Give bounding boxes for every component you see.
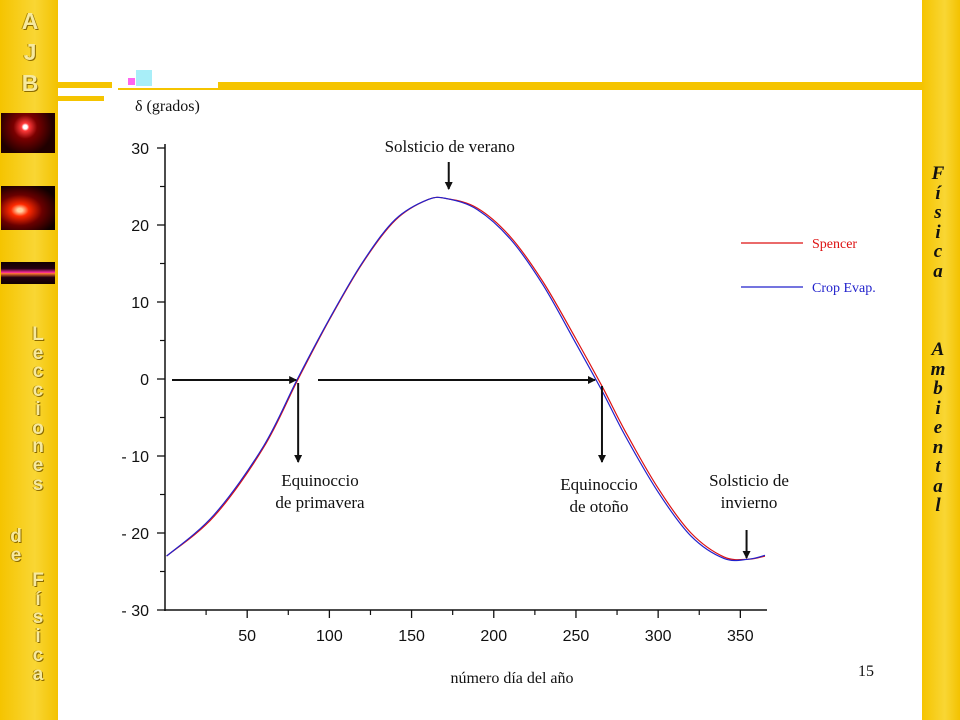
y-tick-label: 10 [131, 295, 149, 312]
autumn-equinox-label: de otoño [569, 497, 628, 516]
decoration-bar-right [218, 82, 922, 90]
lecciones-letter: c [32, 361, 44, 383]
ambiental-right-letter: m [930, 358, 946, 380]
ambiental-right-letter: n [932, 436, 944, 458]
ambiental-right-letter: a [933, 475, 943, 497]
lecciones-letter: e [32, 454, 44, 476]
de-letter: e [10, 544, 22, 566]
page-number: 15 [858, 663, 874, 680]
ambiental-right-letter: b [933, 378, 943, 399]
autumn-equinox-label: Equinoccio [560, 475, 637, 494]
lecciones-letter: n [32, 436, 44, 458]
fisica-left-letter: a [32, 663, 44, 685]
y-tick-label: 30 [131, 141, 149, 158]
fisica-right-letter: a [933, 260, 943, 282]
series-line-spencer [166, 196, 766, 561]
decoration-square-magenta [128, 78, 135, 85]
y-tick-label: 0 [140, 372, 149, 389]
legend-label: Crop Evap. [812, 281, 876, 296]
ambiental-right-letter: i [935, 397, 941, 419]
fisica-right-letter: s [934, 202, 942, 223]
winter-solstice-label: Solsticio de [709, 471, 789, 490]
fisica-left-letter: c [32, 644, 44, 666]
fisica-right-letter: i [935, 221, 941, 243]
decoration-thin-line [118, 88, 218, 90]
fisica-left-letter: í [35, 588, 41, 610]
lab-photo-thumbnail-3[interactable] [1, 262, 55, 284]
fisica-left-letter: i [35, 626, 41, 648]
lecciones-letter: e [32, 342, 44, 364]
y-axis-label: δ (grados) [135, 98, 200, 115]
lab-photo-thumbnail-1[interactable] [1, 113, 55, 153]
de-letter: d [10, 526, 22, 547]
x-tick-label: 250 [563, 628, 590, 645]
lab-photo-thumbnail-2[interactable] [1, 186, 55, 230]
x-tick-label: 350 [727, 628, 754, 645]
x-tick-label: 150 [398, 628, 425, 645]
decoration-bar-left-lower [58, 96, 104, 101]
y-tick-label: - 30 [121, 603, 149, 620]
x-axis-label: número día del año [450, 670, 573, 687]
title-decoration [58, 70, 922, 101]
lecciones-letter: L [32, 324, 44, 345]
x-tick-label: 100 [316, 628, 343, 645]
right-sidebar [922, 0, 960, 720]
ajb-logo-letter: J [23, 39, 37, 65]
decoration-bar-left [58, 82, 112, 88]
spring-equinox-label: de primavera [275, 493, 365, 512]
fisica-right-letter: c [933, 241, 943, 262]
fisica-left-letter: s [32, 607, 44, 629]
ambiental-right-letter: l [935, 495, 941, 516]
ajb-logo-letter: B [21, 70, 39, 96]
ambiental-right-letter: A [931, 339, 945, 360]
lecciones-letter: o [32, 417, 44, 439]
fisica-right-letter: F [931, 163, 945, 184]
lecciones-letter: i [35, 398, 41, 420]
y-tick-label: 20 [131, 218, 149, 235]
x-tick-label: 300 [645, 628, 672, 645]
decoration-square-cyan [136, 70, 152, 86]
ajb-logo-letter: A [21, 8, 39, 34]
x-tick-label: 200 [480, 628, 507, 645]
winter-solstice-label: invierno [721, 493, 778, 512]
summer-solstice-label: Solsticio de verano [385, 137, 515, 156]
lecciones-letter: s [32, 473, 44, 495]
lecciones-letter: c [32, 380, 44, 402]
fisica-right-letter: í [935, 182, 941, 204]
legend-label: Spencer [812, 237, 857, 252]
series-line-crop-evap [166, 196, 766, 562]
x-tick-label: 50 [238, 628, 256, 645]
y-tick-label: - 10 [121, 449, 149, 466]
spring-equinox-label: Equinoccio [281, 471, 358, 490]
ambiental-right-letter: e [933, 417, 943, 438]
ambiental-right-letter: t [935, 456, 941, 477]
y-tick-label: - 20 [121, 526, 149, 543]
fisica-left-letter: F [32, 570, 44, 591]
